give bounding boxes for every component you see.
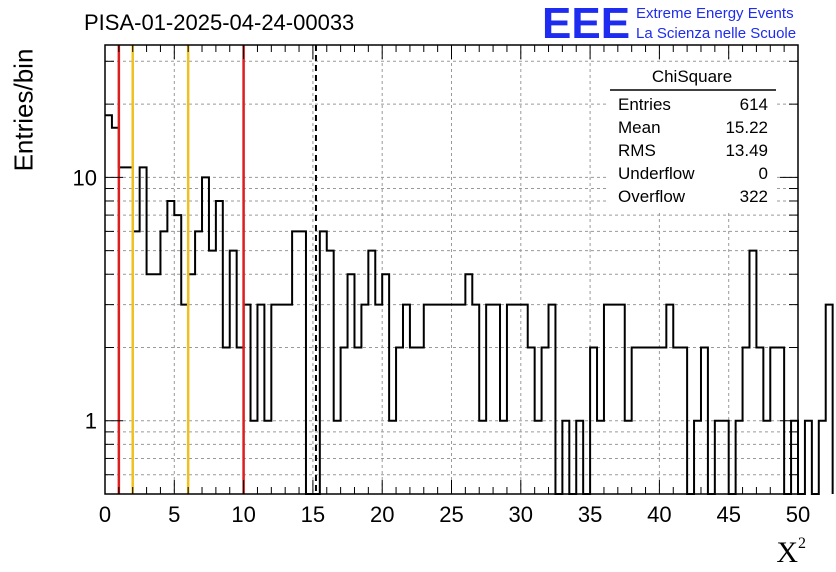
x-tick-label: 45	[716, 502, 740, 527]
x-tick-label: 20	[370, 502, 394, 527]
stats-label-rms: RMS	[618, 141, 656, 160]
stats-value-rms: 13.49	[725, 141, 768, 160]
x-tick-label: 40	[647, 502, 671, 527]
x-tick-label: 5	[168, 502, 180, 527]
stats-label-underflow: Underflow	[618, 164, 695, 183]
x-axis-label-superscript: 2	[798, 535, 806, 552]
chart-title: PISA-01-2025-04-24-00033	[84, 10, 355, 35]
y-tick-label: 1	[85, 409, 97, 434]
logo-line1: Extreme Energy Events	[636, 5, 794, 22]
x-tick-label: 50	[786, 502, 810, 527]
stats-box	[608, 63, 776, 211]
stats-label-mean: Mean	[618, 118, 661, 137]
y-tick-label: 10	[73, 165, 97, 190]
x-tick-label: 30	[509, 502, 533, 527]
x-tick-label: 0	[99, 502, 111, 527]
x-axis-label: X2	[776, 535, 806, 570]
stats-label-overflow: Overflow	[618, 187, 686, 206]
stats-value-entries: 614	[740, 95, 768, 114]
x-tick-label: 25	[439, 502, 463, 527]
x-tick-label: 35	[578, 502, 602, 527]
logo-mark: EEE	[542, 0, 631, 48]
x-tick-label: 15	[301, 502, 325, 527]
histogram-series	[105, 114, 834, 495]
x-axis-label-base: X	[776, 536, 798, 569]
stats-value-overflow: 322	[740, 187, 768, 206]
eee-logo: EEE Extreme Energy Events La Scienza nel…	[542, 2, 832, 46]
stats-value-underflow: 0	[759, 164, 768, 183]
logo-line2: La Scienza nelle Scuole	[636, 25, 797, 42]
stats-title: ChiSquare	[652, 67, 732, 86]
x-tick-label: 10	[231, 502, 255, 527]
stats-label-entries: Entries	[618, 95, 671, 114]
stats-value-mean: 15.22	[725, 118, 768, 137]
